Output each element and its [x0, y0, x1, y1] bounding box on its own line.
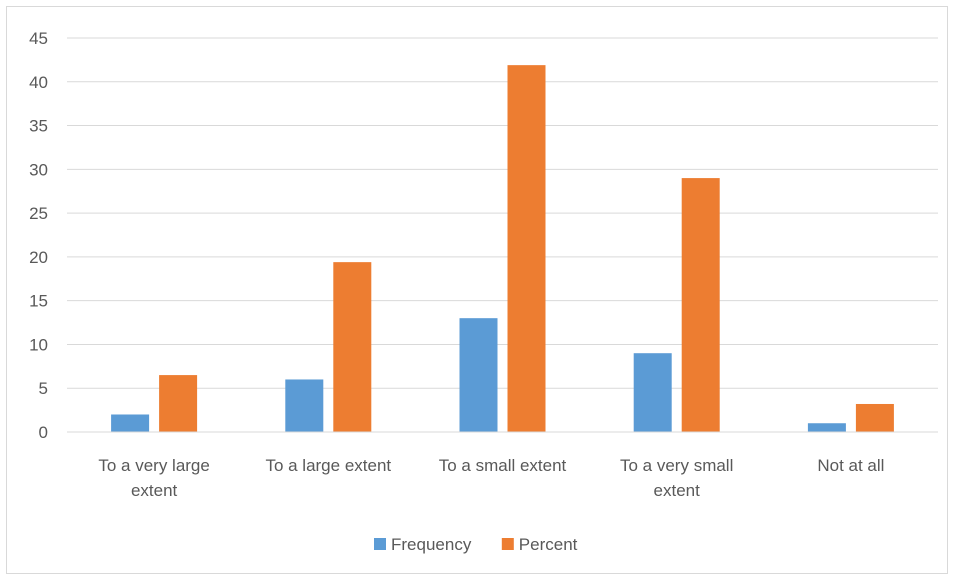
x-tick-label: extent	[654, 481, 701, 500]
x-tick-label: Not at all	[817, 456, 884, 475]
x-tick-label: To a very small	[620, 456, 733, 475]
y-tick-label: 15	[29, 292, 48, 311]
legend-label-frequency: Frequency	[391, 535, 472, 554]
legend-swatch-frequency	[374, 538, 386, 550]
x-tick-label: extent	[131, 481, 178, 500]
y-tick-label: 35	[29, 117, 48, 136]
chart-frame	[6, 6, 948, 574]
bar-percent	[681, 178, 720, 432]
legend-label-percent: Percent	[519, 535, 578, 554]
y-tick-label: 5	[39, 379, 48, 398]
y-tick-label: 10	[29, 335, 48, 354]
x-tick-label: To a small extent	[439, 456, 567, 475]
x-tick-label: To a very large	[98, 456, 210, 475]
y-tick-label: 30	[29, 160, 48, 179]
bar-frequency	[633, 353, 672, 432]
bar-frequency	[459, 318, 498, 432]
bar-percent	[333, 262, 372, 432]
legend-swatch-percent	[501, 538, 514, 550]
bar-percent	[507, 65, 546, 433]
x-tick-label: To a large extent	[265, 456, 391, 475]
y-tick-label: 0	[39, 423, 48, 442]
y-tick-label: 45	[29, 29, 48, 48]
y-tick-label: 25	[29, 204, 48, 223]
y-tick-label: 40	[29, 73, 48, 92]
bar-frequency	[285, 379, 324, 432]
bar-frequency	[807, 423, 846, 432]
bar-frequency	[111, 414, 150, 432]
bar-percent	[855, 403, 894, 432]
bar-percent	[159, 375, 198, 432]
y-tick-label: 20	[29, 248, 48, 267]
